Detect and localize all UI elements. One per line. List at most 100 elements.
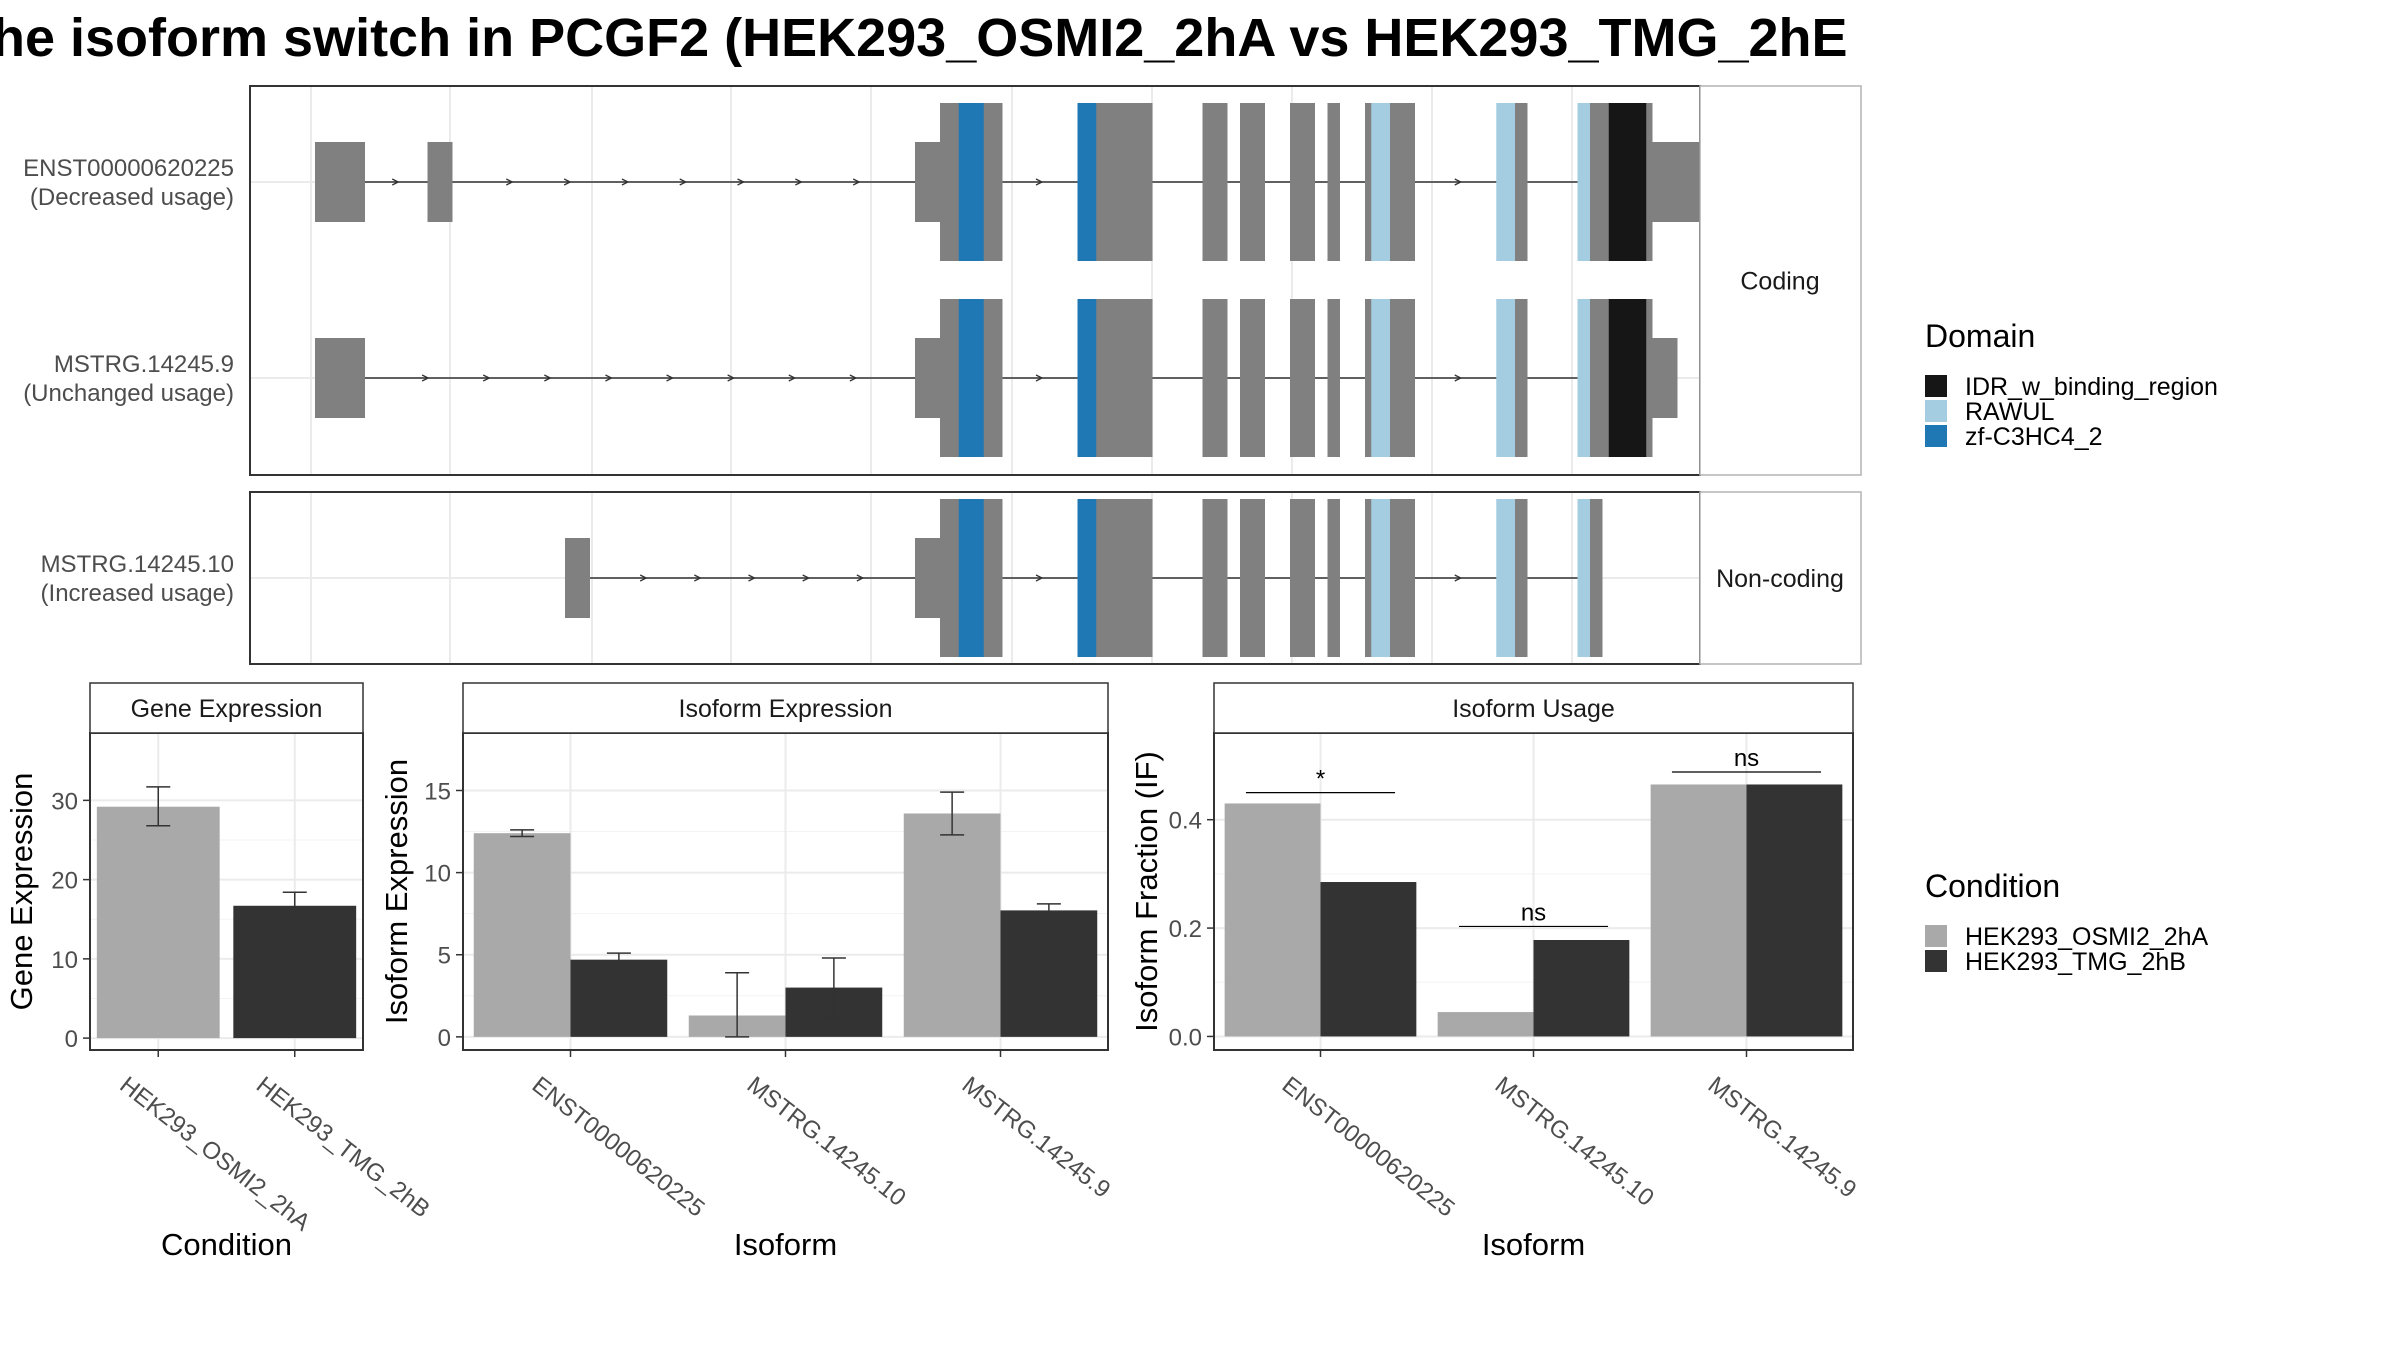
bar <box>1000 910 1098 1037</box>
x-tick-label: MSTRG.14245.10 <box>1490 1071 1659 1211</box>
intron-arrow <box>748 574 756 582</box>
y-axis-label: Gene Expression <box>4 773 39 1011</box>
coding-exon <box>1290 299 1315 457</box>
bar <box>233 905 357 1039</box>
intron-arrow <box>788 374 797 382</box>
facet-strip <box>1699 85 1862 476</box>
structure-facet-coding: ENST00000620225(Decreased usage) MSTRG.14… <box>23 85 1862 476</box>
utr-exon <box>915 338 940 418</box>
intron-arrow <box>856 574 865 582</box>
utr-exon <box>315 338 365 418</box>
error-bar <box>725 972 750 1038</box>
domain-zf-c3hc4-2 <box>958 299 984 457</box>
x-tick-label: ENST00000620225 <box>527 1071 710 1222</box>
intron-arrow <box>802 574 811 582</box>
coding-exon <box>1240 299 1265 457</box>
transcript-usage-label: (Increased usage) <box>41 580 234 607</box>
domain-rawul <box>1496 103 1515 261</box>
utr-exon <box>565 538 590 618</box>
bar <box>1746 784 1843 1037</box>
chart-title: Gene Expression <box>131 695 323 723</box>
x-tick-label: MSTRG.14245.10 <box>742 1071 911 1211</box>
legend-item-rawul: RAWUL <box>1965 398 2054 426</box>
x-axis-label: Isoform <box>734 1227 837 1262</box>
bar <box>1533 939 1630 1037</box>
transcript-mstrg-14245-10: MSTRG.14245.10(Increased usage) <box>41 499 1603 657</box>
y-tick-label: 0 <box>65 1026 78 1053</box>
legends: Domain IDR_w_binding_regionRAWULzf-C3HC4_… <box>1925 318 2218 976</box>
coding-exon <box>1240 499 1265 657</box>
transcript-label: MSTRG.14245.10 <box>41 551 234 578</box>
y-tick-label: 20 <box>51 868 78 895</box>
intron-arrow <box>737 178 746 186</box>
facet-strip-label: Coding <box>1740 268 1819 296</box>
y-tick-label: 0.4 <box>1169 808 1202 835</box>
legend-swatch-zf-c3hc4-2 <box>1925 425 1947 447</box>
x-tick-label: ENST00000620225 <box>1277 1071 1460 1222</box>
transcript-label: ENST00000620225 <box>23 155 234 182</box>
legend-item-hek293-osmi2-2ha: HEK293_OSMI2_2hA <box>1965 923 2209 951</box>
utr-exon <box>315 142 365 222</box>
legend-swatch-idr-w-binding-region <box>1925 375 1947 397</box>
legend-swatch-hek293-osmi2-2ha <box>1925 925 1947 947</box>
legend-swatch-hek293-tmg-2hb <box>1925 950 1947 972</box>
legend-swatch-rawul <box>1925 400 1947 422</box>
domain-rawul <box>1577 499 1590 657</box>
legend-domain: Domain IDR_w_binding_regionRAWULzf-C3HC4_… <box>1925 318 2218 451</box>
coding-exon <box>1240 103 1265 261</box>
coding-exon <box>1327 299 1340 457</box>
domain-zf-c3hc4-2 <box>1077 103 1097 261</box>
chart-isoform-usage: 0.0 0.2 0.4 * ns ns Isoform Usage ENST000006202… <box>1129 682 1862 1262</box>
transcript-enst00000620225: ENST00000620225(Decreased usage) <box>23 103 1753 261</box>
error-bar <box>606 952 631 967</box>
coding-exon <box>1202 299 1228 457</box>
domain-rawul <box>1577 299 1590 457</box>
y-tick-label: 10 <box>424 861 451 888</box>
domain-idr-w-binding-region <box>1608 103 1647 261</box>
facet-strip-label: Non-coding <box>1716 565 1844 593</box>
coding-exon <box>1202 103 1228 261</box>
domain-rawul <box>1371 499 1390 657</box>
error-bar <box>146 786 171 827</box>
intron-arrow <box>1035 178 1044 186</box>
facet-strip <box>1699 491 1862 665</box>
y-tick-label: 15 <box>424 778 451 805</box>
coding-exon <box>1202 499 1228 657</box>
transcript-usage-label: (Unchanged usage) <box>23 380 234 407</box>
intron-arrow <box>506 178 514 186</box>
intron-arrow <box>849 374 858 382</box>
intron-arrow <box>852 178 861 186</box>
y-axis-label: Isoform Expression <box>379 759 414 1024</box>
x-tick-label: MSTRG.14245.9 <box>1703 1071 1862 1203</box>
intron-arrow <box>1454 178 1463 186</box>
x-tick-label: MSTRG.14245.9 <box>957 1071 1116 1203</box>
chart-strip <box>462 682 1109 734</box>
domain-rawul <box>1371 103 1390 261</box>
domain-rawul <box>1496 299 1515 457</box>
domain-zf-c3hc4-2 <box>1077 499 1097 657</box>
legend-title: Condition <box>1925 868 2060 904</box>
legend-item-zf-c3hc4-2: zf-C3HC4_2 <box>1965 423 2103 451</box>
y-axis-label: Isoform Fraction (IF) <box>1129 751 1164 1032</box>
domain-zf-c3hc4-2 <box>958 103 984 261</box>
y-tick-label: 0 <box>438 1025 451 1052</box>
coding-exon <box>1327 499 1340 657</box>
intron-arrow <box>482 374 491 382</box>
chart-strip <box>89 682 364 734</box>
error-bar <box>821 957 846 1018</box>
chart-title: Isoform Expression <box>679 695 893 723</box>
intron-arrow <box>421 374 430 382</box>
transcript-mstrg-14245-9: MSTRG.14245.9(Unchanged usage) <box>23 299 1678 457</box>
transcript-usage-label: (Decreased usage) <box>30 184 234 211</box>
structure-facet-non-coding: MSTRG.14245.10(Increased usage) Non-codin… <box>41 491 1862 665</box>
intron-arrow <box>1454 374 1463 382</box>
intron-arrow <box>639 574 648 582</box>
domain-zf-c3hc4-2 <box>1077 299 1097 457</box>
utr-exon <box>915 538 940 618</box>
intron-arrow <box>391 178 400 186</box>
legend-item-hek293-tmg-2hb: HEK293_TMG_2hB <box>1965 948 2186 976</box>
intron-arrow <box>666 374 675 382</box>
